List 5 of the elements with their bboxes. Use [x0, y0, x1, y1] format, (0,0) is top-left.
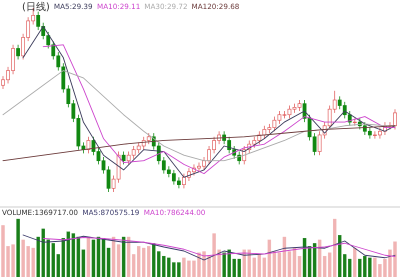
bar: [16, 218, 20, 277]
bar: [122, 236, 126, 277]
chart-title: (日线): [22, 1, 50, 13]
bar: [353, 248, 357, 277]
bar: [86, 236, 90, 277]
